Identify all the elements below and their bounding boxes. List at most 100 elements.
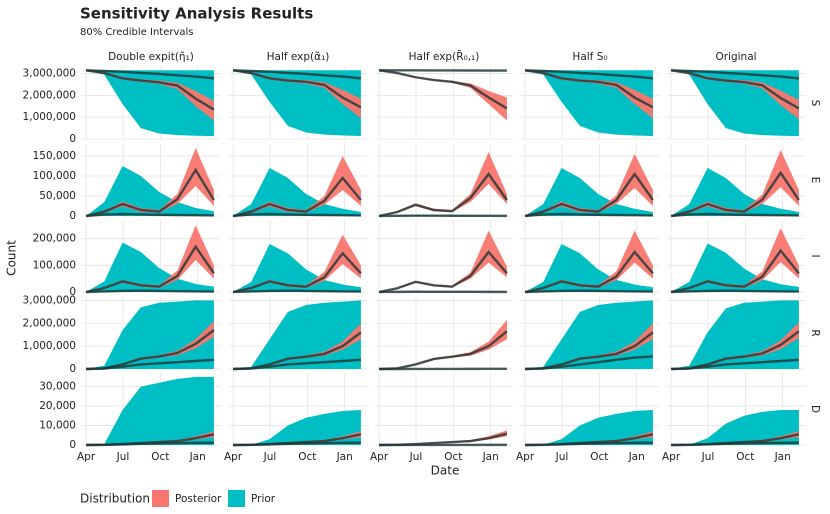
legend-title: Distribution <box>80 492 150 506</box>
prior-median <box>524 212 653 218</box>
x-tick-label: Jul <box>116 451 130 463</box>
posterior-median <box>670 69 800 110</box>
y-tick-label: 1,000,000 <box>23 340 76 352</box>
prior-median <box>525 289 653 294</box>
strip-label: Half exp(R̃₀,₁) <box>409 50 480 63</box>
prior-median <box>671 69 800 80</box>
posterior-band <box>379 152 507 216</box>
posterior-median <box>525 331 654 371</box>
posterior-median <box>671 433 800 447</box>
posterior-band <box>233 323 361 369</box>
posterior-median <box>670 170 800 218</box>
x-tick-label: Apr <box>77 451 96 463</box>
strip-label: Original <box>715 51 756 63</box>
y-tick-label: 100,000 <box>33 259 76 271</box>
y-tick-label: 200,000 <box>33 233 76 245</box>
y-tick-label: 3,000,000 <box>23 294 76 306</box>
y-axis-label: Count <box>5 240 19 276</box>
prior-band <box>671 243 799 292</box>
prior-band <box>86 242 214 292</box>
prior-median <box>86 289 214 294</box>
y-tick-label: 2,000,000 <box>23 89 76 101</box>
posterior-median <box>524 171 654 218</box>
posterior-band <box>86 321 214 369</box>
posterior-median <box>379 432 508 447</box>
y-tick-label: 10,000 <box>39 420 76 432</box>
posterior-band <box>525 70 653 119</box>
x-tick-label: Apr <box>662 451 681 463</box>
posterior-median <box>232 176 362 218</box>
posterior-median <box>85 167 215 218</box>
row-label: E <box>809 177 821 184</box>
posterior-median <box>671 330 800 371</box>
prior-median <box>233 69 362 80</box>
posterior-band <box>525 323 653 369</box>
prior-band <box>525 409 653 445</box>
y-tick-label: 150,000 <box>33 150 76 162</box>
y-tick-label: 2,000,000 <box>23 317 76 329</box>
x-tick-label: Jan <box>336 451 353 463</box>
prior-median <box>86 69 215 80</box>
x-tick-label: Jul <box>701 451 715 463</box>
x-tick-label: Oct <box>444 451 462 463</box>
posterior-band <box>233 156 361 216</box>
x-tick-label: Jan <box>774 451 791 463</box>
prior-band <box>233 244 361 292</box>
posterior-median <box>232 251 362 294</box>
posterior-band <box>86 148 214 216</box>
row-label: I <box>809 254 821 257</box>
x-tick-label: Jul <box>555 451 569 463</box>
posterior-median <box>85 244 215 294</box>
posterior-median <box>86 433 215 447</box>
x-tick-label: Jan <box>482 451 499 463</box>
posterior-median <box>379 330 508 371</box>
posterior-band <box>233 70 361 119</box>
y-tick-label: 0 <box>69 363 76 375</box>
posterior-median <box>85 69 215 111</box>
prior-median <box>670 212 799 218</box>
posterior-band <box>671 150 799 216</box>
prior-median <box>85 212 214 218</box>
strip-label: Double expit(η̃₁) <box>108 51 194 63</box>
posterior-median <box>233 433 362 447</box>
x-tick-label: Apr <box>370 451 389 463</box>
posterior-band <box>379 319 507 369</box>
x-tick-label: Apr <box>224 451 243 463</box>
posterior-median <box>232 69 362 109</box>
legend-label: Posterior <box>175 493 222 505</box>
x-tick-label: Apr <box>516 451 535 463</box>
x-tick-label: Oct <box>298 451 316 463</box>
prior-band <box>86 166 214 216</box>
posterior-band <box>379 70 507 121</box>
y-tick-label: 20,000 <box>39 400 76 412</box>
prior-median <box>671 289 799 294</box>
legend-swatch <box>228 490 245 507</box>
row-label: D <box>809 405 821 413</box>
prior-band <box>86 376 214 445</box>
strip-label: Half exp(α̃₁) <box>267 51 330 63</box>
y-tick-label: 0 <box>69 286 76 298</box>
x-tick-label: Jan <box>628 451 645 463</box>
posterior-median <box>378 69 508 110</box>
y-tick-label: 3,000,000 <box>23 68 76 80</box>
row-label: S <box>809 100 821 107</box>
posterior-median <box>524 69 654 109</box>
prior-median <box>232 212 361 218</box>
prior-band <box>671 409 799 445</box>
chart-subtitle: 80% Credible Intervals <box>80 27 194 38</box>
prior-median <box>233 289 361 294</box>
x-tick-label: Oct <box>736 451 754 463</box>
x-axis-label: Date <box>431 464 460 478</box>
posterior-median <box>378 171 508 218</box>
strip-label: Half S₀ <box>572 51 607 63</box>
y-tick-label: 0 <box>69 439 76 451</box>
posterior-median <box>378 250 508 294</box>
posterior-median <box>233 331 362 371</box>
prior-band <box>233 409 361 445</box>
posterior-band <box>671 322 799 369</box>
posterior-median <box>525 433 654 447</box>
posterior-median <box>86 329 215 371</box>
legend-swatch <box>152 490 169 507</box>
y-tick-label: 1,000,000 <box>23 111 76 123</box>
